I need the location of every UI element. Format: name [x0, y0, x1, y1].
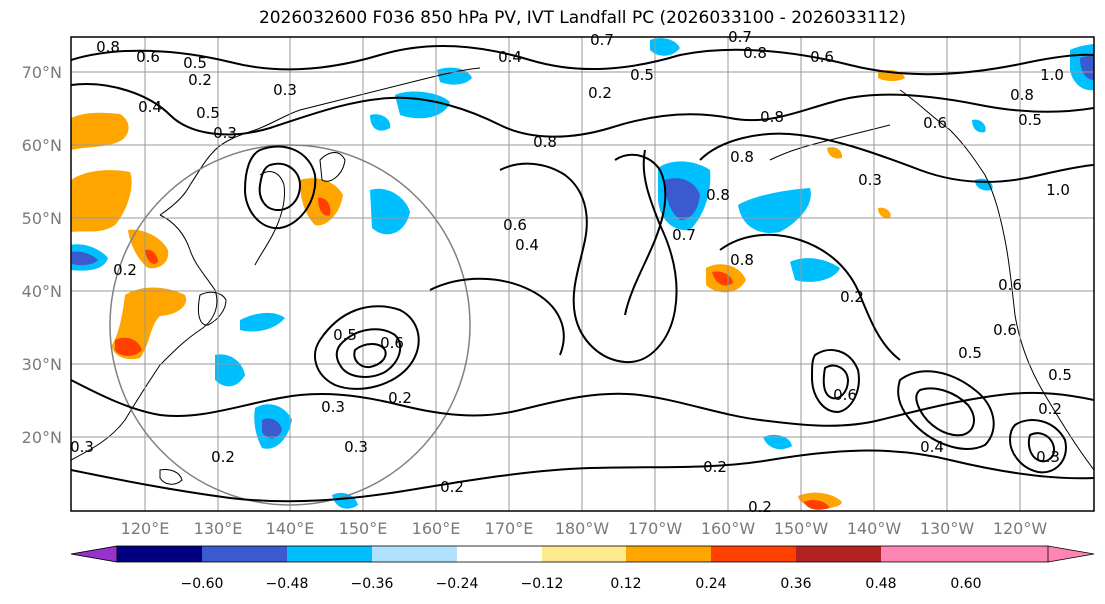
contour-label: 0.3	[213, 124, 237, 142]
colorbar-over-arrow	[881, 546, 1094, 562]
lon-label: 140°E	[266, 519, 315, 538]
contour-label: 0.6	[380, 334, 404, 352]
contour-label: 0.5	[196, 104, 220, 122]
contour-label: 0.6	[993, 321, 1017, 339]
contour-label: 0.8	[533, 133, 557, 151]
map-title: 2026032600 F036 850 hPa PV, IVT Landfall…	[258, 8, 906, 28]
contour-label: 0.2	[388, 389, 412, 407]
lon-label: 140°W	[847, 519, 902, 538]
contour-label: 0.6	[923, 114, 947, 132]
colorbar-label: 0.48	[865, 576, 896, 592]
contour-label: 0.2	[113, 261, 137, 279]
colorbar-label: 0.60	[950, 576, 981, 592]
colorbar-label: 0.36	[780, 576, 811, 592]
contour-label: 0.2	[748, 498, 772, 516]
lon-label: 170°E	[485, 519, 534, 538]
latitude-labels: 70°N 60°N 50°N 40°N 30°N 20°N	[22, 63, 62, 447]
contour-label: 0.4	[498, 48, 522, 66]
contour-label: 0.5	[333, 326, 357, 344]
lon-label: 130°E	[194, 519, 243, 538]
colorbar-under-arrow	[70, 545, 118, 563]
pv-contours	[71, 44, 1094, 503]
contour-label: 1.0	[1040, 66, 1064, 84]
colorbar: −0.60 −0.48 −0.36 −0.24 −0.12 0.12 0.24 …	[70, 545, 1095, 592]
longitude-labels: 120°E 130°E 140°E 150°E 160°E 170°E 180°…	[121, 519, 1048, 538]
contour-label: 0.5	[958, 344, 982, 362]
colorbar-label: 0.12	[610, 576, 641, 592]
colorbar-label: −0.60	[181, 576, 224, 592]
contour-label: 0.3	[344, 438, 368, 456]
colorbar-segment	[202, 546, 287, 562]
contour-label: 0.8	[706, 186, 730, 204]
contour-label: 0.7	[672, 226, 696, 244]
map-frame	[70, 36, 1095, 512]
contour-label: 0.4	[515, 236, 539, 254]
contour-label: 0.8	[743, 44, 767, 62]
colorbar-segment	[626, 546, 711, 562]
lon-label: 150°W	[774, 519, 829, 538]
colorbar-label: −0.12	[521, 576, 564, 592]
colorbar-label: −0.24	[436, 576, 479, 592]
contour-label: 0.2	[188, 71, 212, 89]
contour-label: 0.4	[920, 438, 944, 456]
lat-label-60n: 60°N	[22, 136, 62, 155]
colorbar-segment	[542, 546, 626, 562]
contour-label: 0.6	[503, 216, 527, 234]
contour-labels: 0.8 0.6 0.5 0.4 0.3 0.5 0.3 0.4 0.2 0.5 …	[70, 28, 1072, 516]
colorbar-segment	[372, 546, 457, 562]
contour-label: 0.8	[96, 38, 120, 56]
contour-label: 0.2	[1038, 400, 1062, 418]
contour-label: 0.2	[840, 288, 864, 306]
contour-label: 0.7	[590, 31, 614, 49]
lon-label: 120°E	[121, 519, 170, 538]
contour-label: 0.8	[730, 251, 754, 269]
contour-label: 0.3	[1036, 448, 1060, 466]
colorbar-label: −0.36	[351, 576, 394, 592]
contour-label: 0.6	[998, 276, 1022, 294]
graticule	[71, 37, 1094, 511]
contour-label: 0.5	[183, 54, 207, 72]
coastlines	[71, 67, 1094, 485]
contour-label: 0.2	[703, 458, 727, 476]
contour-label: 0.3	[70, 438, 94, 456]
contour-label: 0.3	[321, 398, 345, 416]
lon-label: 120°W	[993, 519, 1048, 538]
contour-label: 0.8	[1010, 86, 1034, 104]
colorbar-label: 0.24	[695, 576, 726, 592]
contour-label: 0.2	[211, 448, 235, 466]
contour-label: 0.4	[138, 98, 162, 116]
contour-label: 0.6	[136, 48, 160, 66]
contour-label: 0.8	[760, 108, 784, 126]
contour-label: 0.8	[730, 148, 754, 166]
colorbar-segment	[287, 546, 372, 562]
contour-label: 0.6	[810, 48, 834, 66]
contour-label: 0.3	[273, 81, 297, 99]
lat-label-30n: 30°N	[22, 355, 62, 374]
lon-label: 160°E	[412, 519, 461, 538]
lon-label: 170°W	[628, 519, 683, 538]
contour-label: 1.0	[1046, 181, 1070, 199]
lat-label-40n: 40°N	[22, 282, 62, 301]
colorbar-segment	[711, 546, 796, 562]
colorbar-segment	[796, 546, 881, 562]
lon-label: 180°W	[555, 519, 610, 538]
colorbar-segment	[457, 546, 542, 562]
radius-circle	[109, 144, 471, 506]
contour-label: 0.3	[858, 171, 882, 189]
contour-label: 0.2	[440, 478, 464, 496]
contour-label: 0.2	[588, 84, 612, 102]
colorbar-segment	[117, 546, 202, 562]
contour-label: 0.6	[833, 386, 857, 404]
contour-label: 0.5	[1018, 111, 1042, 129]
lon-label: 150°E	[339, 519, 388, 538]
lon-label: 160°W	[701, 519, 756, 538]
lat-label-20n: 20°N	[22, 428, 62, 447]
colorbar-label: −0.48	[266, 576, 309, 592]
contour-label: 0.5	[1048, 366, 1072, 384]
lat-label-50n: 50°N	[22, 209, 62, 228]
lon-label: 130°W	[920, 519, 975, 538]
contour-label: 0.5	[630, 66, 654, 84]
lat-label-70n: 70°N	[22, 63, 62, 82]
